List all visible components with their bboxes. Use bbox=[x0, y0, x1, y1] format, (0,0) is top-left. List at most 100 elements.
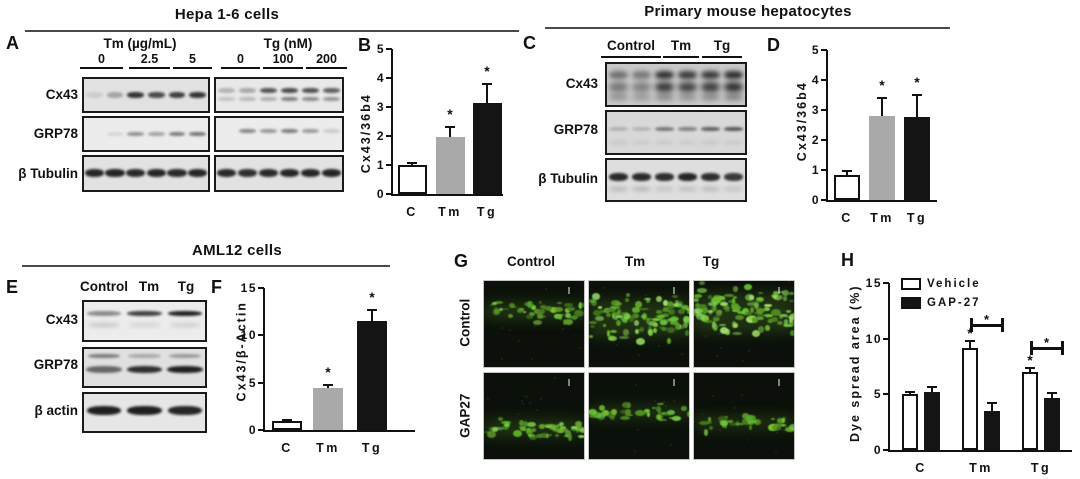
fluorescent-cell-blob bbox=[708, 416, 712, 421]
fluorescent-cell-blob bbox=[699, 420, 710, 426]
chart-D-significance-asterisk: * bbox=[914, 74, 920, 90]
chart-H-bracket-asterisk: * bbox=[1043, 335, 1050, 350]
chart-D-error-bar bbox=[846, 170, 848, 176]
background-noise-speck bbox=[741, 393, 744, 396]
fluorescent-cell-blob bbox=[716, 310, 723, 313]
chart-F-xlabel: Tg bbox=[361, 441, 383, 455]
chart-H-bar bbox=[1044, 397, 1060, 450]
blot-e-cx43 bbox=[82, 300, 207, 342]
blot-band bbox=[239, 88, 256, 94]
blot-band bbox=[218, 88, 235, 94]
fluorescent-cell-blob bbox=[656, 414, 662, 421]
blot-band bbox=[105, 168, 125, 177]
fluorescent-cell-blob bbox=[635, 409, 646, 416]
fluorescent-cell-blob bbox=[519, 425, 526, 429]
chart-B-tick-label: 0 bbox=[376, 187, 385, 201]
fluorescent-cell-blob bbox=[530, 433, 536, 437]
fluorescent-cell-blob bbox=[682, 315, 689, 323]
fluorescent-cell-blob bbox=[568, 434, 572, 441]
fluorescent-cell-blob bbox=[764, 306, 771, 312]
fluorescent-cell-blob bbox=[503, 424, 509, 431]
fluorescent-cell-blob bbox=[653, 322, 658, 328]
panel-a-lane-tg-100: 100 bbox=[263, 52, 303, 69]
chart-H-tick-label: 0 bbox=[873, 443, 882, 457]
chart-B-tick-mark bbox=[386, 135, 392, 137]
blot-band bbox=[678, 141, 697, 145]
chart-D-xlabel: Tm bbox=[870, 211, 894, 225]
blot-band bbox=[260, 88, 277, 94]
chart-H-bar bbox=[924, 392, 940, 450]
fluorescent-cell-blob bbox=[591, 293, 601, 300]
chart-F-x-axis bbox=[263, 430, 415, 432]
fluorescent-cell-blob bbox=[624, 298, 630, 303]
blot-band bbox=[167, 406, 202, 416]
fluorescent-cell-blob bbox=[639, 307, 650, 310]
blot-band bbox=[187, 168, 208, 177]
fluorescent-cell-blob bbox=[647, 320, 658, 326]
chart-F-bar bbox=[313, 388, 343, 430]
background-noise-speck bbox=[720, 347, 723, 350]
blot-band bbox=[655, 186, 674, 191]
background-noise-speck bbox=[591, 407, 594, 410]
fluorescent-cell-blob bbox=[755, 317, 764, 320]
fluorescent-cell-blob bbox=[610, 408, 617, 415]
chart-D-error-cap bbox=[842, 169, 852, 172]
blot-a-tg-cx43 bbox=[214, 77, 344, 113]
background-noise-speck bbox=[606, 374, 609, 377]
chart-D-significance-asterisk: * bbox=[879, 77, 885, 93]
fluorescent-cell-blob bbox=[785, 310, 791, 313]
fluorescent-cell-blob bbox=[675, 324, 681, 329]
background-noise-speck bbox=[579, 317, 582, 320]
fluorescent-cell-blob bbox=[732, 295, 738, 299]
background-noise-speck bbox=[672, 400, 675, 403]
fluorescent-cell-blob bbox=[565, 312, 571, 319]
panel-e-col-header-tm: Tm bbox=[138, 279, 160, 294]
section-title-primary: Primary mouse hepatocytes bbox=[644, 3, 852, 20]
blot-a-tg-tubulin bbox=[214, 155, 344, 192]
background-noise-speck bbox=[712, 395, 715, 398]
blot-band bbox=[125, 168, 146, 177]
fluorescent-cell-blob bbox=[703, 319, 713, 324]
background-noise-speck bbox=[658, 344, 661, 347]
fluorescent-cell-blob bbox=[661, 309, 671, 312]
blot-band bbox=[127, 132, 144, 136]
fluorescent-cell-blob bbox=[771, 317, 779, 322]
fluorescent-cell-blob bbox=[562, 318, 567, 326]
fluorescent-cell-blob bbox=[538, 301, 542, 304]
panel-a-group-header-tm: Tm (µg/mL) bbox=[103, 36, 177, 51]
fluorescent-cell-blob bbox=[529, 311, 536, 317]
background-noise-speck bbox=[669, 412, 672, 415]
fluorescent-cell-blob bbox=[495, 308, 500, 313]
background-noise-speck bbox=[615, 344, 618, 347]
blot-band bbox=[84, 168, 105, 177]
fluorescent-cell-blob bbox=[757, 326, 764, 333]
fluorescent-cell-blob bbox=[667, 309, 676, 316]
chart-H-xlabel: Tg bbox=[1030, 461, 1052, 475]
chart-H-bar bbox=[902, 394, 918, 450]
chart-D-x-axis bbox=[826, 200, 937, 202]
chart-D-tick-label: 5 bbox=[811, 43, 820, 57]
fluorescent-cell-blob bbox=[668, 416, 674, 420]
blot-band bbox=[655, 93, 674, 100]
panel-c-row-label-grp78: GRP78 bbox=[553, 122, 598, 137]
fluorescent-cell-blob bbox=[531, 427, 537, 433]
panel-label-b: B bbox=[358, 35, 371, 55]
chart-H-tick-mark bbox=[883, 393, 889, 396]
fluorescent-cell-blob bbox=[571, 315, 577, 320]
fluorescent-cell-blob bbox=[670, 320, 679, 326]
chart-H-error-bar bbox=[1029, 368, 1031, 373]
chart-H-error-bar bbox=[991, 403, 993, 412]
fluorescent-cell-blob bbox=[695, 302, 700, 309]
section-title-hepa: Hepa 1-6 cells bbox=[174, 6, 280, 23]
fluorescent-cell-blob bbox=[589, 298, 596, 304]
background-noise-speck bbox=[544, 287, 547, 290]
fluorescent-cell-blob bbox=[595, 315, 604, 321]
background-noise-speck bbox=[516, 412, 519, 415]
blot-band bbox=[300, 168, 321, 177]
chart-F-tick-label: 0 bbox=[248, 423, 257, 437]
fluorescent-cell-blob bbox=[704, 429, 709, 436]
panel-label-a: A bbox=[6, 33, 19, 53]
fluorescent-cell-blob bbox=[747, 302, 757, 306]
background-noise-speck bbox=[664, 405, 667, 408]
blot-band bbox=[323, 96, 340, 101]
